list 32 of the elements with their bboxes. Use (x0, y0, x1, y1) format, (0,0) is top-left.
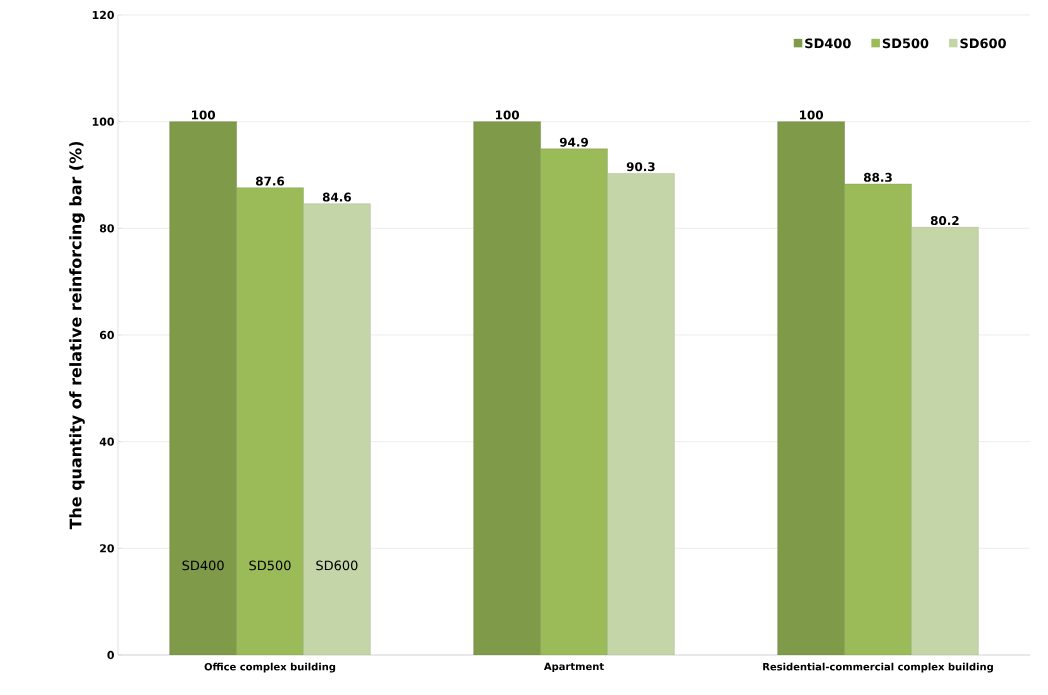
y-tick-label: 60 (99, 330, 114, 340)
annotation: SD500 (249, 560, 291, 571)
bar (236, 187, 304, 655)
y-tick-label: 120 (92, 10, 114, 20)
annotation: SD400 (182, 560, 224, 571)
bar (911, 227, 979, 655)
x-tick-label: Apartment (543, 662, 604, 673)
data-label: 84.6 (322, 192, 351, 202)
bar (303, 203, 371, 655)
bar (844, 183, 912, 655)
data-label: 100 (799, 110, 824, 120)
x-tick-label: Office complex building (204, 662, 336, 673)
data-label: 90.3 (626, 162, 655, 172)
data-label: 100 (191, 110, 216, 120)
y-tick-label: 0 (107, 650, 114, 660)
legend-label: SD400 (805, 38, 851, 49)
y-axis-title: The quantity of relative reinforcing bar (%) (69, 141, 85, 530)
data-label: 87.6 (255, 176, 285, 186)
annotation: SD600 (316, 560, 358, 571)
x-tick-label: Residential-commercial complex building (763, 662, 993, 673)
y-tick-label: 100 (92, 117, 114, 126)
data-label: 88.3 (863, 172, 892, 182)
data-label: 94.9 (559, 137, 588, 147)
bar (540, 148, 608, 655)
y-tick-label: 20 (100, 544, 114, 553)
y-tick-label: 80 (99, 224, 114, 233)
legend-label: SD600 (960, 38, 1006, 49)
bar (607, 173, 675, 655)
data-label: 100 (495, 110, 520, 120)
legend-label: SD500 (882, 38, 929, 49)
y-tick-label: 40 (99, 437, 114, 446)
data-label: 80.2 (930, 216, 959, 226)
